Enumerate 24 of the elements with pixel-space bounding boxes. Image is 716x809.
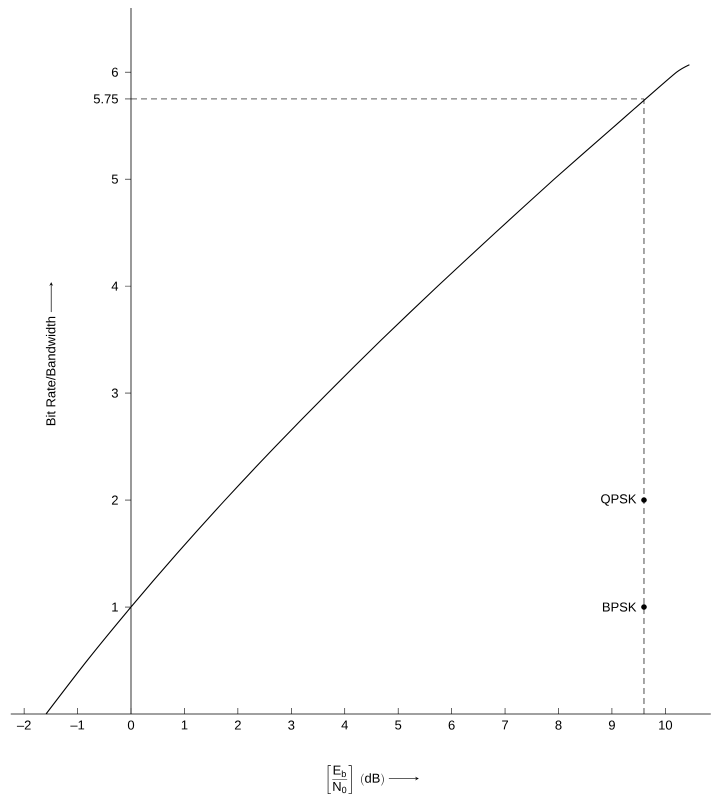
x-tick-label: 4 — [341, 720, 348, 730]
x-axis-title: $\left[\frac{\mathrm{E_b}}{\mathrm{N_0}}\right]\;\mathrm{(dB)}$ — [328, 765, 384, 794]
y-axis-title: Bit Rate/Bandwidth — [46, 316, 56, 426]
x-tick-label: 8 — [555, 720, 562, 730]
y-tick-label: 1 — [112, 602, 118, 612]
x-tick-label: 0 — [128, 720, 134, 730]
y-tick-label: 5.75 — [94, 94, 118, 104]
x-tick-label: 10 — [659, 720, 672, 730]
y-tick-label: 3 — [112, 388, 118, 398]
y-tick-label: 2 — [112, 496, 118, 505]
y-tick-label: 6 — [112, 68, 118, 77]
x-tick-label: 9 — [608, 720, 615, 730]
x-tick-label: 5 — [395, 720, 402, 730]
x-tick-label: 7 — [502, 720, 508, 730]
series-label: BPSK — [602, 602, 636, 612]
x-tick-label: 1 — [182, 720, 188, 730]
x-tick-label: 2 — [234, 720, 241, 730]
x-tick-label: –1 — [70, 720, 84, 730]
x-tick-label: –2 — [16, 720, 31, 730]
y-tick-label: 4 — [112, 282, 118, 291]
x-tick-label: 6 — [448, 720, 455, 730]
x-tick-label: 3 — [288, 720, 294, 730]
series-label: QPSK — [601, 494, 636, 506]
y-tick-label: 5 — [112, 174, 118, 184]
